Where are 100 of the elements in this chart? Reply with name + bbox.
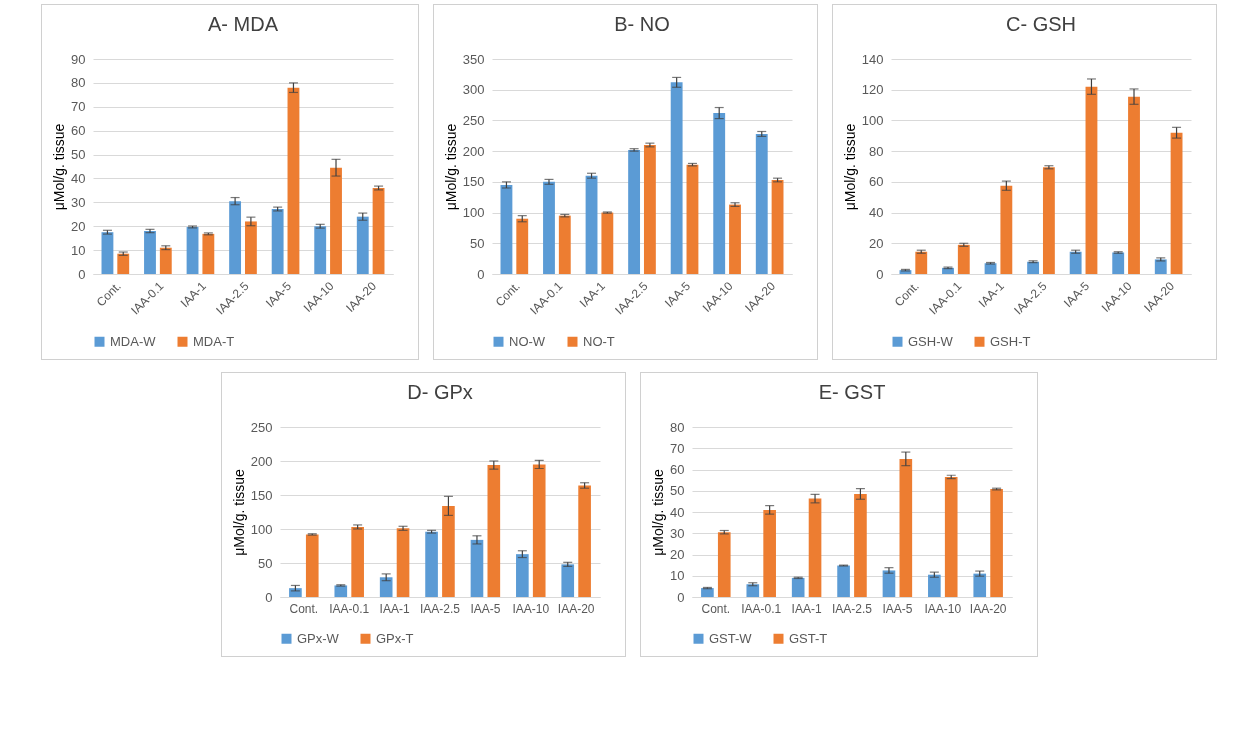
bar bbox=[853, 493, 867, 597]
y-tick-label: 20 bbox=[71, 218, 86, 234]
y-tick-label: 80 bbox=[869, 143, 884, 159]
y-tick-label: 90 bbox=[71, 51, 86, 67]
chart-title: B- NO bbox=[614, 13, 670, 35]
chart-title: C- GSH bbox=[1006, 13, 1076, 35]
y-tick-label: 50 bbox=[257, 555, 272, 571]
y-tick-label: 200 bbox=[250, 453, 272, 469]
y-tick-label: 0 bbox=[78, 266, 86, 282]
y-axis-title: μMol/g. tissue bbox=[442, 123, 459, 211]
bar bbox=[628, 149, 641, 274]
y-tick-label: 350 bbox=[462, 51, 485, 67]
y-tick-label: 70 bbox=[669, 440, 684, 456]
y-tick-label: 100 bbox=[861, 112, 884, 128]
bar bbox=[601, 212, 614, 274]
bar bbox=[670, 82, 683, 274]
y-tick-label: 80 bbox=[71, 75, 86, 91]
bar bbox=[159, 247, 172, 274]
y-tick-label: 250 bbox=[462, 112, 485, 128]
y-tick-label: 60 bbox=[869, 174, 884, 190]
bar bbox=[350, 526, 364, 597]
legend-label: GST-W bbox=[708, 630, 752, 646]
bar bbox=[1000, 185, 1013, 274]
y-tick-label: 60 bbox=[71, 123, 86, 139]
bar bbox=[333, 585, 347, 597]
y-tick-label: 200 bbox=[462, 143, 485, 159]
y-tick-label: 150 bbox=[250, 487, 272, 503]
bar bbox=[487, 465, 500, 597]
legend-label: GST-T bbox=[788, 630, 827, 646]
y-tick-label: 80 bbox=[669, 419, 684, 435]
chart-title: E- GST bbox=[818, 381, 885, 403]
legend-label: GPx-W bbox=[296, 630, 340, 646]
y-tick-label: 150 bbox=[462, 174, 485, 190]
x-tick-label: IAA-20 bbox=[969, 601, 1007, 616]
bar bbox=[202, 233, 215, 274]
y-tick-label: 100 bbox=[250, 521, 272, 537]
y-tick-label: 300 bbox=[462, 82, 485, 98]
x-tick-label: IAA-0.1 bbox=[740, 601, 782, 616]
y-tick-label: 20 bbox=[869, 235, 884, 251]
y-tick-label: 70 bbox=[71, 99, 86, 115]
y-tick-label: 30 bbox=[669, 525, 684, 541]
bar bbox=[117, 253, 130, 274]
y-tick-label: 120 bbox=[861, 82, 884, 98]
x-tick-label: IAA-20 bbox=[557, 601, 595, 616]
y-tick-label: 10 bbox=[669, 568, 684, 584]
bar bbox=[424, 531, 438, 597]
y-tick-label: 50 bbox=[669, 483, 684, 499]
y-tick-label: 140 bbox=[861, 51, 884, 67]
x-tick-label: Cont. bbox=[288, 601, 318, 616]
bar bbox=[330, 167, 342, 274]
x-tick-label: IAA-0.1 bbox=[328, 601, 370, 616]
y-tick-label: 60 bbox=[669, 462, 684, 477]
y-tick-label: 30 bbox=[71, 194, 86, 210]
legend-label: GPx-T bbox=[375, 630, 414, 646]
x-tick-label: IAA-10 bbox=[511, 601, 549, 616]
bar bbox=[1069, 251, 1082, 274]
y-tick-label: 20 bbox=[669, 547, 684, 562]
y-tick-label: 40 bbox=[71, 170, 86, 186]
y-tick-label: 50 bbox=[71, 147, 86, 163]
bar bbox=[717, 532, 731, 597]
y-axis-title: μMol/g. tissue bbox=[649, 468, 666, 556]
y-tick-label: 0 bbox=[676, 589, 684, 605]
chart-title: D- GPx bbox=[406, 381, 473, 403]
legend-label: NO-W bbox=[509, 333, 546, 349]
legend-label: GSH-T bbox=[990, 333, 1031, 349]
legend-label: MDA-T bbox=[193, 333, 235, 349]
bar bbox=[808, 498, 821, 597]
x-tick-label: IAA-5 bbox=[881, 601, 913, 616]
y-tick-label: 0 bbox=[876, 266, 884, 282]
x-tick-label: IAA-10 bbox=[923, 601, 961, 616]
bar bbox=[899, 458, 912, 597]
bar bbox=[745, 584, 759, 597]
x-tick-label: IAA-1 bbox=[791, 601, 822, 616]
bar bbox=[287, 87, 300, 274]
y-tick-label: 50 bbox=[470, 235, 485, 251]
bar bbox=[1170, 132, 1183, 274]
bar bbox=[729, 204, 741, 274]
bar bbox=[791, 577, 804, 597]
bar bbox=[836, 565, 850, 597]
bar bbox=[1112, 252, 1125, 274]
bar bbox=[944, 476, 958, 597]
x-tick-label: Cont. bbox=[700, 601, 730, 616]
x-tick-label: IAA-2.5 bbox=[419, 601, 460, 616]
bar bbox=[1128, 96, 1140, 274]
legend-label: NO-T bbox=[583, 333, 615, 349]
y-tick-label: 0 bbox=[264, 589, 272, 605]
bar bbox=[686, 164, 699, 274]
bar bbox=[700, 588, 714, 597]
legend-label: GSH-W bbox=[908, 333, 954, 349]
bar bbox=[989, 489, 1003, 597]
bar bbox=[1042, 167, 1055, 274]
bar bbox=[1085, 86, 1098, 274]
legend-label: MDA-W bbox=[110, 333, 157, 349]
bar bbox=[558, 215, 571, 274]
y-axis-title: μMol/g. tissue bbox=[230, 468, 247, 556]
y-tick-label: 0 bbox=[477, 266, 485, 282]
x-tick-label: IAA-2.5 bbox=[831, 601, 872, 616]
bar bbox=[957, 244, 970, 274]
bar bbox=[713, 113, 726, 274]
chart-title: A- MDA bbox=[208, 13, 279, 35]
